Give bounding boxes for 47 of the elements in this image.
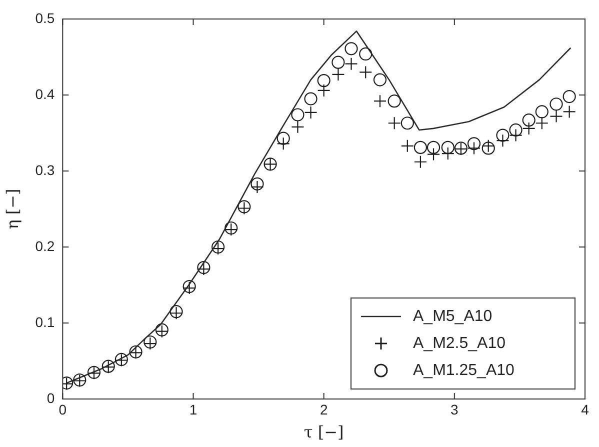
point: [535, 105, 548, 118]
point: [441, 140, 454, 154]
point: [388, 116, 401, 130]
point: [467, 137, 481, 150]
x-tick-label: 4: [581, 401, 590, 418]
x-tick-label: 0: [58, 401, 67, 418]
point: [359, 66, 372, 79]
y-tick-label: 0.1: [35, 314, 55, 330]
point: [509, 123, 522, 137]
point: [414, 140, 428, 154]
point: [250, 177, 264, 190]
point: [317, 74, 330, 88]
point: [496, 128, 510, 142]
point: [400, 139, 414, 152]
point: [426, 148, 440, 161]
point: [373, 94, 387, 108]
point: [482, 142, 495, 155]
legend-label: A_M5_A10: [413, 308, 492, 325]
x-tick-label: 1: [189, 401, 198, 418]
point: [276, 132, 290, 145]
y-tick-label: 0.4: [35, 86, 55, 102]
y-tick-label: 0.5: [35, 10, 55, 26]
point: [400, 116, 414, 130]
point: [426, 140, 440, 154]
point: [550, 98, 563, 111]
point: [562, 90, 576, 104]
y-axis-title: η [−]: [2, 188, 22, 230]
y-tick-label: 0: [46, 390, 55, 406]
point: [332, 56, 345, 69]
legend-label: A_M1.25_A10: [413, 362, 515, 379]
point: [304, 92, 318, 106]
legend-label: A_M2.5_A10: [413, 334, 506, 352]
point: [388, 94, 401, 108]
x-tick-label: 3: [450, 401, 459, 418]
point: [414, 155, 428, 168]
point: [373, 73, 387, 86]
point: [467, 142, 481, 155]
point: [291, 108, 304, 122]
x-axis-title: τ [−]: [304, 422, 344, 442]
x-tick-label: 2: [320, 401, 328, 418]
y-tick-label: 0.3: [35, 162, 55, 178]
point: [359, 47, 372, 61]
point: [344, 57, 358, 70]
point: [344, 42, 358, 56]
y-tick-label: 0.2: [35, 238, 55, 254]
point: [562, 105, 576, 118]
point: [522, 114, 536, 127]
